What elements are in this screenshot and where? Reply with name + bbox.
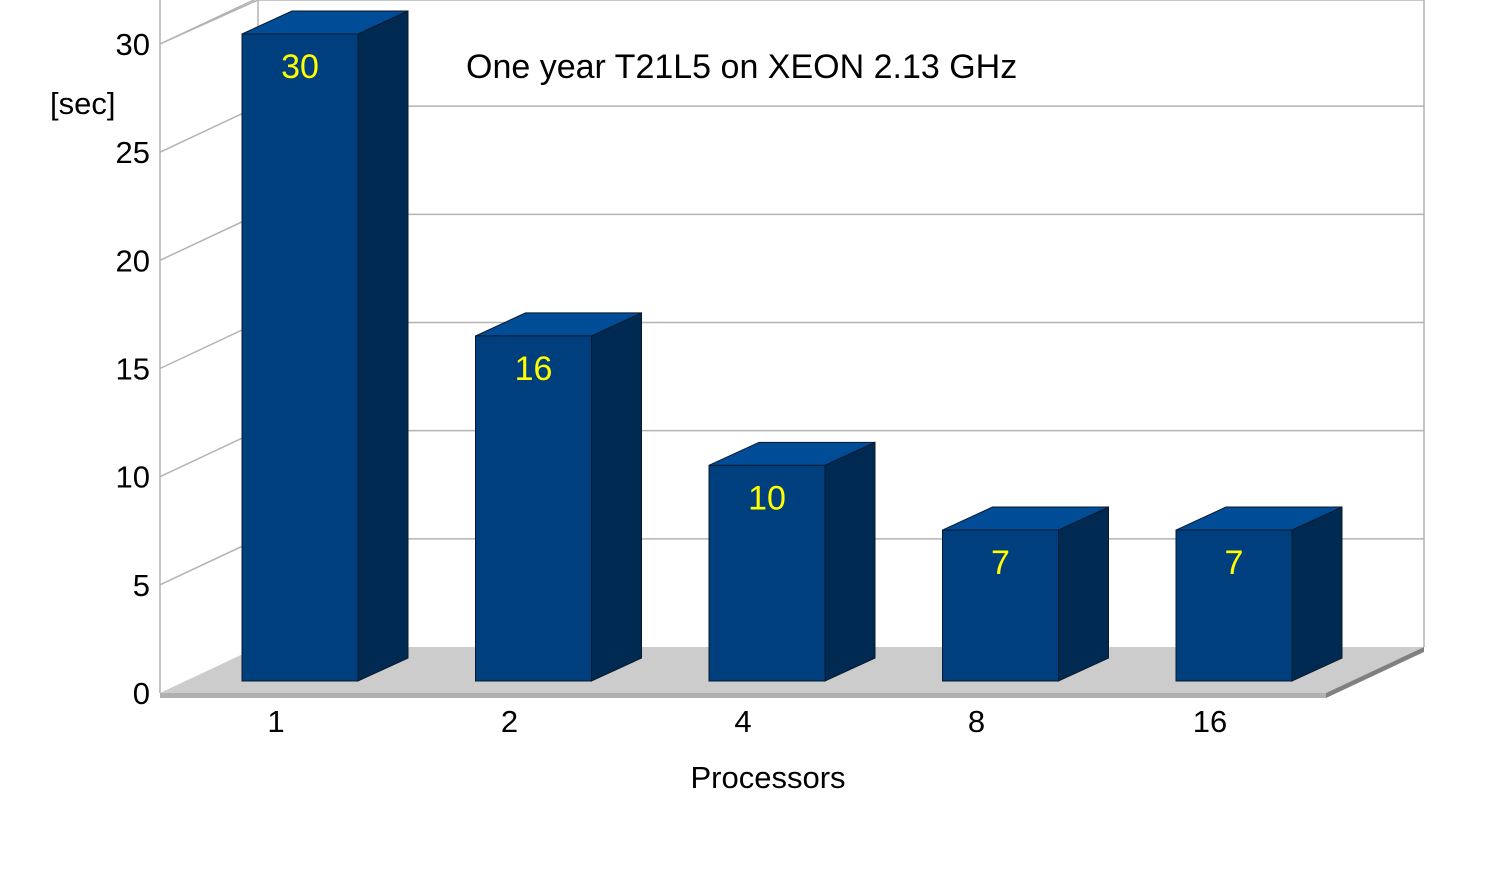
y-axis-ticks: 0 5 10 15 20 25 30	[116, 27, 150, 711]
floor-side-edge	[1326, 647, 1424, 698]
data-label: 7	[1225, 544, 1244, 582]
gridline-side	[159, 0, 259, 45]
x-tick-label: 8	[968, 704, 985, 739]
x-tick-label: 1	[267, 704, 284, 739]
data-label: 30	[281, 48, 319, 86]
y-tick-label: 20	[116, 243, 150, 278]
x-tick-label: 2	[501, 704, 518, 739]
bar-side	[824, 441, 876, 682]
x-axis-ticks: 1 2 4 8 16	[267, 704, 1227, 739]
y-tick-label: 0	[133, 676, 150, 711]
floor-front-edge	[160, 693, 1326, 698]
bar-front	[942, 529, 1059, 682]
y-tick-label: 25	[116, 135, 150, 170]
bars: 30 16 10 7 7	[241, 10, 1343, 682]
bar-front	[708, 464, 826, 682]
bar-side	[1058, 506, 1109, 682]
bar: 30	[241, 10, 409, 682]
bar: 10	[708, 441, 876, 682]
chart-title: One year T21L5 on XEON 2.13 GHz	[466, 48, 1017, 86]
bar-side	[1291, 506, 1343, 682]
data-label: 7	[991, 544, 1010, 582]
bar: 16	[475, 312, 642, 682]
bar: 7	[1175, 506, 1343, 682]
bar-front	[1175, 529, 1293, 682]
bar-side	[591, 312, 642, 682]
y-tick-label: 15	[116, 352, 150, 387]
bar: 7	[942, 506, 1109, 682]
y-tick-label: 10	[116, 460, 150, 495]
y-tick-label: 5	[133, 568, 150, 603]
data-label: 16	[515, 350, 553, 388]
bar-front	[475, 335, 592, 682]
bar-side	[357, 10, 409, 682]
y-tick-label: 30	[116, 27, 150, 62]
data-label: 10	[748, 479, 786, 517]
bar-front	[241, 33, 359, 682]
y-axis-label: [sec]	[50, 86, 115, 121]
x-axis-label: Processors	[690, 760, 845, 795]
x-tick-label: 16	[1193, 704, 1227, 739]
x-tick-label: 4	[734, 704, 751, 739]
